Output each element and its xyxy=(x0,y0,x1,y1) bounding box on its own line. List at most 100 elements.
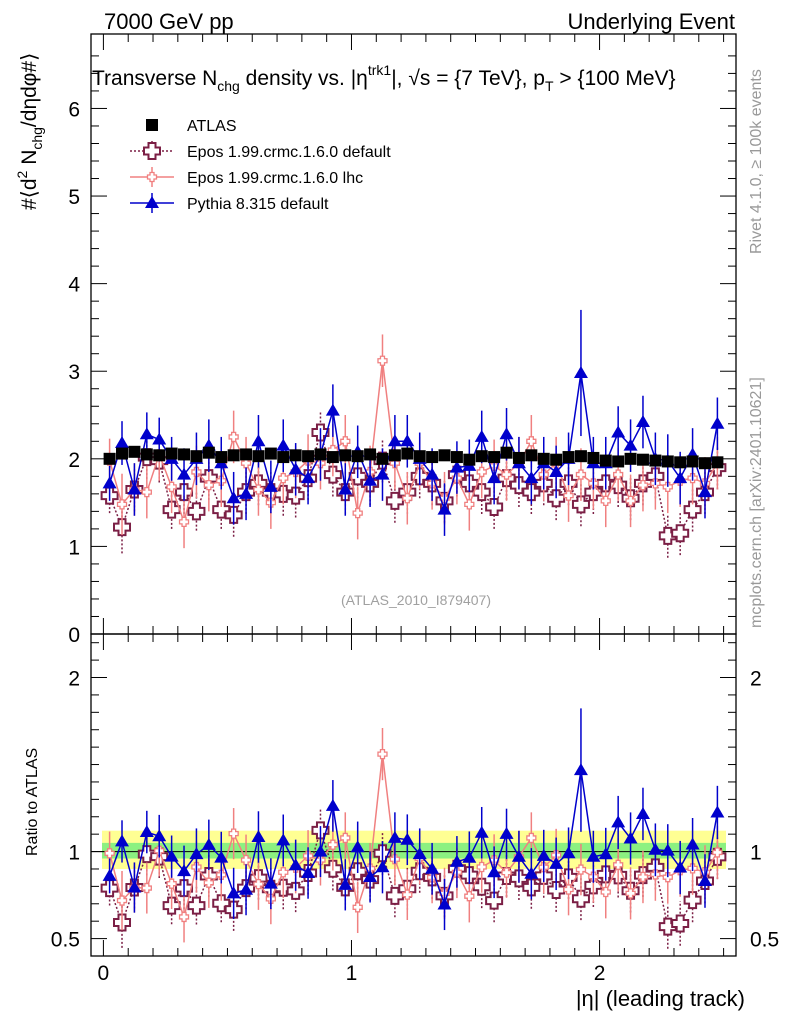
data-point xyxy=(575,469,587,480)
ratio-point xyxy=(573,763,588,776)
data-point xyxy=(637,479,649,491)
data-point xyxy=(671,524,690,543)
ratio-point xyxy=(276,833,291,846)
x-tick-label: 0 xyxy=(98,962,110,985)
ratio-point xyxy=(402,889,413,900)
data-point xyxy=(612,455,625,468)
data-point xyxy=(571,495,590,514)
y-tick-label: 3 xyxy=(68,361,80,384)
data-point xyxy=(673,471,688,484)
ratio-point xyxy=(288,858,303,871)
data-point xyxy=(178,516,190,528)
ratio-point xyxy=(526,832,537,844)
data-point xyxy=(276,438,291,451)
chart-title: Transverse Nchg density vs. |ηtrk1|, √s … xyxy=(92,62,676,94)
ratio-point xyxy=(278,867,289,878)
data-point xyxy=(438,449,451,462)
data-point xyxy=(203,479,214,491)
ratio-point xyxy=(561,846,576,859)
ratio-point xyxy=(127,880,142,893)
data-point xyxy=(526,436,537,447)
ratio-y-tick-label-right: 1 xyxy=(750,842,762,865)
ratio-point xyxy=(685,837,700,850)
data-point xyxy=(674,456,687,469)
title-d-sub: T xyxy=(545,78,554,94)
data-point xyxy=(301,471,316,484)
data-point xyxy=(698,457,711,470)
data-point xyxy=(488,451,501,464)
data-point xyxy=(600,495,611,507)
data-point xyxy=(499,427,514,440)
legend-marker xyxy=(143,142,161,160)
ratio-point xyxy=(375,860,390,873)
data-point xyxy=(302,450,315,463)
ratio-point xyxy=(166,878,177,889)
data-point xyxy=(683,500,702,519)
data-point xyxy=(574,450,587,463)
data-point xyxy=(413,450,426,463)
data-point xyxy=(500,446,513,459)
title-b-sup: trk1 xyxy=(368,62,392,78)
data-point xyxy=(202,446,215,459)
ratio-y-tick-label: 1 xyxy=(68,842,80,865)
legend-marker xyxy=(146,171,158,183)
title-sqrt: √ xyxy=(408,67,420,90)
data-point xyxy=(240,458,252,469)
ratio-point xyxy=(549,856,564,869)
ratio-point xyxy=(387,830,402,843)
data-point xyxy=(450,451,463,464)
ratio-point xyxy=(485,891,504,910)
data-point xyxy=(226,491,241,504)
legend-marker xyxy=(146,119,158,131)
watermark: (ATLAS_2010_I879407) xyxy=(341,592,491,608)
data-point xyxy=(425,467,440,480)
ratio-point xyxy=(476,861,487,873)
data-point xyxy=(587,451,600,464)
data-point xyxy=(525,449,538,462)
ratio-point xyxy=(352,902,363,913)
ratio-point xyxy=(137,845,156,864)
ratio-point xyxy=(187,896,206,915)
data-point xyxy=(251,434,266,447)
ylabel-b: N xyxy=(18,150,41,171)
ratio-point xyxy=(152,829,167,842)
legend-marker xyxy=(145,196,159,208)
ratio-point xyxy=(660,843,675,856)
ratio-point xyxy=(648,842,663,855)
data-point xyxy=(625,495,636,507)
ratio-point xyxy=(104,848,115,859)
ratio-point xyxy=(139,825,154,838)
data-point xyxy=(128,445,141,458)
data-point xyxy=(263,479,278,492)
y-tick-label: 1 xyxy=(68,536,80,559)
ratio-point xyxy=(547,881,566,900)
ratio-point xyxy=(178,911,190,923)
ratio-point xyxy=(203,877,214,888)
data-point xyxy=(326,451,339,464)
data-point xyxy=(710,416,725,429)
data-point xyxy=(661,455,674,468)
data-point xyxy=(649,454,662,467)
x-axis-label: |η| (leading track) xyxy=(576,986,745,1011)
data-point xyxy=(547,489,566,508)
ratio-point xyxy=(464,891,475,902)
ratio-point xyxy=(671,914,690,933)
ratio-point xyxy=(712,847,723,858)
ratio-point xyxy=(598,847,613,860)
ylabel-a-sup: 2 xyxy=(14,170,30,178)
data-point xyxy=(116,447,129,460)
ratio-point xyxy=(189,847,204,860)
ratio-point xyxy=(625,888,636,899)
data-point xyxy=(402,493,413,504)
data-point xyxy=(277,451,290,464)
data-point xyxy=(239,486,254,499)
ratio-point xyxy=(338,877,353,890)
ratio-point xyxy=(325,798,340,811)
data-point xyxy=(485,497,504,516)
ratio-point xyxy=(377,748,388,760)
data-point xyxy=(501,469,512,480)
ratio-point xyxy=(301,866,316,879)
data-point xyxy=(314,448,327,461)
data-point xyxy=(177,467,192,480)
